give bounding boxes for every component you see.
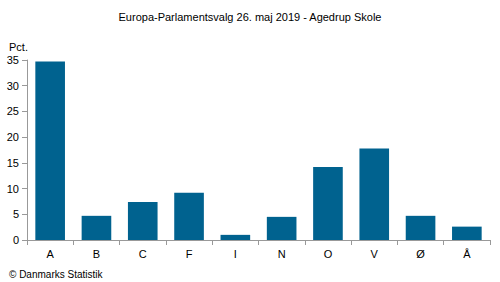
svg-text:B: B bbox=[93, 248, 100, 260]
svg-text:N: N bbox=[278, 248, 286, 260]
svg-text:F: F bbox=[186, 248, 193, 260]
svg-text:Europa-Parlamentsvalg 26. maj: Europa-Parlamentsvalg 26. maj 2019 - Age… bbox=[119, 11, 382, 23]
svg-text:O: O bbox=[324, 248, 333, 260]
svg-text:Pct.: Pct. bbox=[9, 41, 28, 53]
svg-text:15: 15 bbox=[7, 157, 19, 169]
svg-text:© Danmarks Statistik: © Danmarks Statistik bbox=[9, 269, 104, 280]
svg-text:25: 25 bbox=[7, 105, 19, 117]
svg-text:Å: Å bbox=[463, 248, 471, 260]
svg-text:Ø: Ø bbox=[416, 248, 425, 260]
svg-text:10: 10 bbox=[7, 183, 19, 195]
svg-text:V: V bbox=[371, 248, 379, 260]
svg-text:35: 35 bbox=[7, 54, 19, 66]
svg-text:C: C bbox=[139, 248, 147, 260]
svg-text:20: 20 bbox=[7, 131, 19, 143]
svg-text:0: 0 bbox=[13, 234, 19, 246]
svg-text:30: 30 bbox=[7, 80, 19, 92]
svg-text:5: 5 bbox=[13, 208, 19, 220]
svg-text:A: A bbox=[46, 248, 54, 260]
svg-text:I: I bbox=[234, 248, 237, 260]
